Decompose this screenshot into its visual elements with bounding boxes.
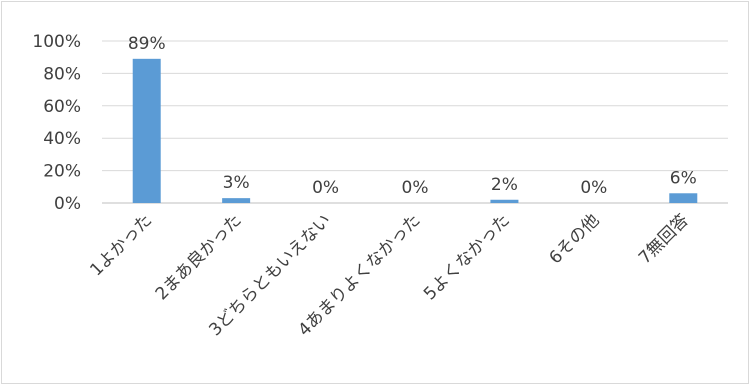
data-label: 3%	[223, 173, 250, 193]
x-category-label: 1よかった	[86, 210, 156, 280]
y-tick-label: 80%	[43, 64, 81, 84]
bar	[132, 58, 161, 203]
x-category-label: 7無回答	[635, 210, 693, 268]
y-tick-label: 0%	[54, 194, 81, 214]
bar	[669, 193, 698, 203]
data-label: 0%	[580, 178, 607, 198]
y-tick-label: 40%	[43, 129, 81, 149]
bar	[222, 198, 251, 203]
bar	[490, 199, 519, 203]
x-category-label: 6その他	[546, 210, 604, 268]
x-category-label: 2まあ良かった	[152, 210, 246, 304]
y-tick-label: 100%	[32, 32, 81, 52]
x-category-label: 5よくなかった	[420, 210, 514, 304]
y-tick-label: 60%	[43, 97, 81, 117]
data-label: 89%	[128, 34, 166, 54]
data-label: 0%	[402, 178, 429, 198]
y-tick-label: 20%	[43, 162, 81, 182]
data-label: 0%	[312, 178, 339, 198]
data-label: 6%	[670, 168, 697, 188]
data-label: 2%	[491, 175, 518, 195]
